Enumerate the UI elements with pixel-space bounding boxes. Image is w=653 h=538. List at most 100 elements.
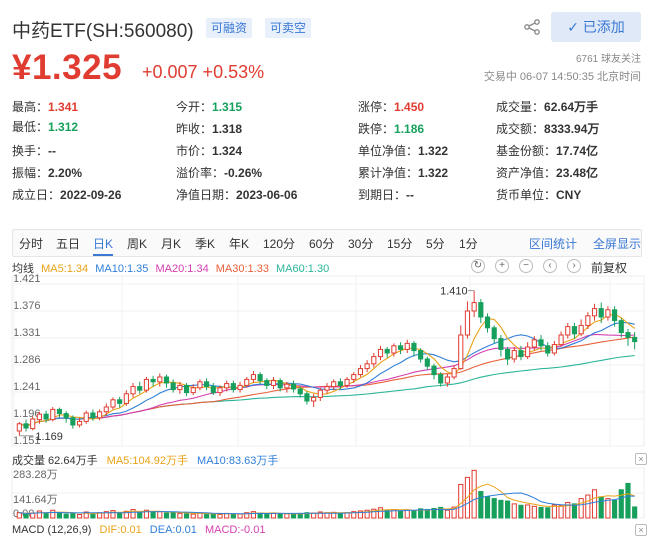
volume-tick-1: 141.64万: [13, 494, 58, 506]
macd-value-label: MACD:-0.01: [204, 524, 266, 536]
volume-bar-17: [130, 509, 136, 519]
volume-bar-9: [76, 513, 83, 519]
volume-bar-79: [545, 507, 551, 519]
macd-legend: MACD (12,26,9) DIF:0.01 DEA:0.01 MACD:-0…: [12, 524, 270, 536]
tab-period-8[interactable]: 60分: [309, 237, 335, 251]
tab-period-5[interactable]: 季K: [195, 237, 216, 251]
candle-body-77: [531, 339, 537, 348]
zoom-out-icon[interactable]: −: [519, 259, 533, 273]
period-tabs: 分时 五日 日K 周K 月K 季K 年K 120分 60分 30分 15分 5分…: [12, 229, 642, 257]
volume-bar-91: [625, 482, 631, 519]
candle-body-92: [632, 336, 638, 343]
volume-bar-20: [150, 511, 156, 519]
added-watchlist-button[interactable]: ✓ 已添加: [551, 12, 641, 42]
candle-body-68: [471, 302, 477, 312]
candle-body-82: [565, 326, 571, 336]
candle-body-66: [458, 334, 464, 370]
candle-body-48: [337, 381, 343, 386]
candle-body-5: [50, 408, 56, 421]
candle-body-17: [130, 386, 136, 395]
tab-period-7[interactable]: 120分: [263, 237, 296, 251]
candle-body-24: [177, 384, 183, 391]
volume-bar-52: [364, 509, 370, 519]
share-icon[interactable]: [523, 18, 541, 36]
volume-bar-16: [123, 510, 129, 519]
adjust-select[interactable]: 前复权: [591, 261, 628, 275]
volume-bar-60: [418, 508, 424, 519]
candle-body-51: [357, 368, 364, 376]
tab-period-6[interactable]: 年K: [229, 237, 250, 251]
candle-body-14: [110, 399, 116, 408]
price-tick-2: 1.331: [13, 327, 41, 339]
tab-period-12[interactable]: 1分: [459, 237, 478, 251]
zoom-in-icon[interactable]: +: [495, 259, 509, 273]
volume-bar-8: [70, 512, 76, 519]
volume-bar-10: [83, 511, 89, 519]
close-macd-icon[interactable]: ×: [635, 524, 647, 536]
page-title: 中药ETF(SH:560080): [12, 21, 194, 42]
price-row: ¥1.325 +0.007 +0.53% 6761 球友关注 交易中 06-07…: [12, 48, 641, 90]
fullscreen-link[interactable]: 全屏显示: [593, 237, 642, 251]
candle-body-55: [384, 348, 390, 354]
volume-bar-55: [384, 510, 390, 519]
volume-bar-4: [43, 512, 49, 519]
candle-body-8: [70, 417, 76, 426]
candle-body-41: [290, 383, 297, 390]
candle-body-0: [16, 423, 22, 432]
candle-body-57: [397, 345, 404, 350]
candle-body-21: [157, 376, 163, 383]
candle-body-23: [170, 382, 176, 391]
candle-body-40: [284, 383, 290, 389]
stat-shares: 基金份额：17.74亿: [496, 144, 599, 158]
current-price: ¥1.325: [12, 48, 123, 87]
candle-body-86: [591, 308, 598, 317]
short-sell-tag[interactable]: 可卖空: [265, 18, 312, 38]
tab-period-0[interactable]: 分时: [19, 237, 44, 251]
tab-period-9[interactable]: 30分: [348, 237, 374, 251]
candle-body-65: [451, 368, 457, 378]
candle-body-1: [23, 423, 29, 429]
volume-bar-90: [618, 489, 624, 519]
candle-body-11: [90, 412, 96, 419]
volume-bar-61: [424, 509, 430, 519]
volume-bar-19: [143, 509, 149, 519]
close-volume-icon[interactable]: ×: [635, 453, 647, 465]
volume-bar-11: [90, 513, 96, 519]
candle-body-84: [578, 324, 584, 335]
volume-bar-54: [377, 507, 384, 519]
stat-turnover: 换手：--: [12, 144, 57, 158]
tab-period-1[interactable]: 五日: [56, 237, 81, 251]
vol-ma5-label: MA5:104.92万手: [106, 455, 188, 467]
scroll-right-icon[interactable]: ›: [567, 259, 581, 273]
margin-tag[interactable]: 可融资: [206, 18, 253, 38]
tab-period-4[interactable]: 月K: [161, 237, 182, 251]
candle-body-61: [424, 358, 430, 367]
tab-period-3[interactable]: 周K: [127, 237, 148, 251]
volume-bar-72: [498, 499, 504, 519]
price-tick-1: 1.376: [13, 300, 41, 312]
candle-body-52: [364, 363, 370, 370]
volume-bar-65: [451, 506, 457, 519]
candle-body-3: [36, 413, 42, 421]
tab-period-2[interactable]: 日K: [93, 235, 114, 256]
volume-bar-6: [56, 512, 63, 519]
ma60-label: MA60:1.30: [276, 263, 330, 275]
volume-bar-85: [585, 494, 591, 519]
candle-body-10: [83, 412, 89, 422]
stat-low: 最低：1.312: [12, 120, 79, 134]
volume-bar-48: [337, 512, 343, 519]
candle-body-29: [210, 386, 216, 394]
reset-icon[interactable]: ↻: [471, 259, 485, 273]
candle-body-42: [297, 388, 303, 395]
tab-period-10[interactable]: 15分: [387, 237, 413, 251]
macd-label: MACD (12,26,9): [12, 524, 92, 536]
tab-period-11[interactable]: 5分: [426, 237, 445, 251]
volume-bar-53: [371, 508, 377, 519]
volume-bar-89: [612, 499, 618, 519]
candle-body-45: [317, 389, 323, 398]
scroll-left-icon[interactable]: ‹: [543, 259, 557, 273]
volume-bar-13: [103, 511, 109, 519]
candle-body-6: [56, 408, 63, 415]
range-stats-link[interactable]: 区间统计: [529, 237, 578, 251]
candle-body-89: [612, 309, 618, 322]
